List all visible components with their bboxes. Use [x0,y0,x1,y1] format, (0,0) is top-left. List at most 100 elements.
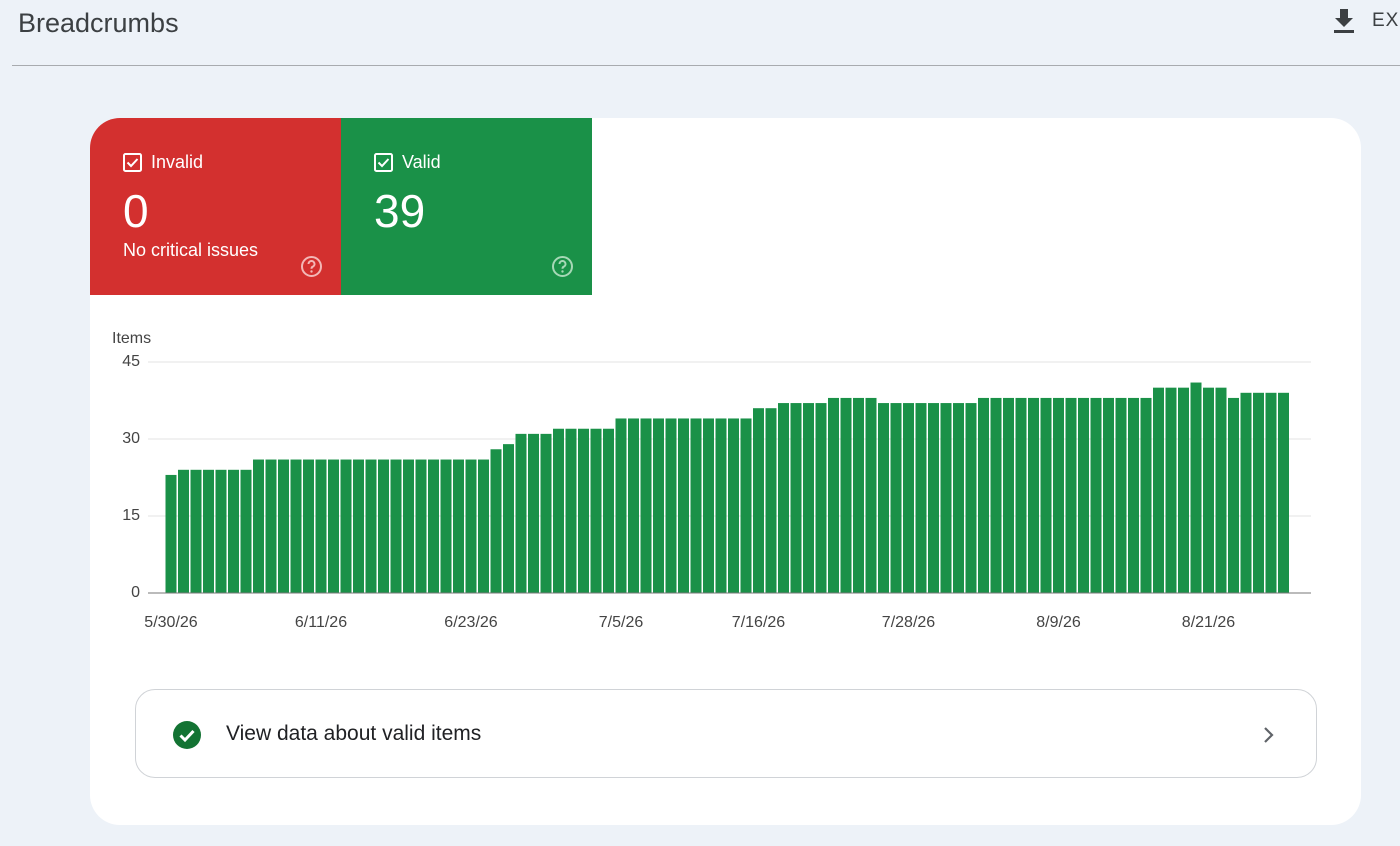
bar [728,418,739,593]
bar [1228,397,1239,593]
help-icon[interactable] [551,255,574,278]
chevron [1264,727,1274,743]
bar [415,459,427,593]
bar [440,459,452,593]
bar [553,428,564,593]
bar [1040,397,1052,593]
page-title: Breadcrumbs [18,8,179,38]
bar [590,428,602,593]
bar [278,459,289,593]
invalid-count: 0 [123,185,149,237]
bar [678,418,689,593]
bar [753,408,764,593]
bar [390,459,402,593]
bar [640,418,652,593]
bar [740,418,752,593]
export-button[interactable]: EXPORT [1332,8,1400,34]
bar [290,459,302,593]
bar [365,459,377,593]
x-tick-label: 6/23/26 [444,614,497,631]
bar [1103,397,1114,593]
bar [253,459,264,593]
bar [1140,397,1152,593]
bar [315,459,327,593]
bar [603,428,614,593]
y-axis-label: Items [112,330,151,347]
bar [615,418,627,593]
bar [1190,382,1202,593]
bar [803,403,814,593]
bar [790,403,802,593]
y-tick-label: 45 [122,353,140,370]
bar [878,403,889,593]
y-tick-label: 30 [122,430,140,447]
bar [190,469,202,593]
x-tick-label: 8/21/26 [1182,614,1235,631]
export-label: EXPORT [1372,10,1400,31]
checkbox [123,153,142,172]
link-label: View data about valid items [226,722,482,745]
x-tick-label: 8/9/26 [1036,614,1081,631]
bar [240,469,252,593]
bar [528,433,539,593]
bar [540,433,552,593]
bar [578,428,589,593]
valid-tile[interactable]: Valid 39 [341,118,592,295]
bar [715,418,727,593]
bar [1053,397,1064,593]
bar [965,403,977,593]
x-tick-label: 5/30/26 [144,614,197,631]
bar [203,469,214,593]
invalid-label: Invalid [151,152,204,172]
bar [628,418,639,593]
bar [378,459,389,593]
invalid-toggle[interactable]: Invalid [123,152,203,173]
bar [165,474,177,593]
bar [1028,397,1039,593]
invalid-note: No critical issues [123,240,259,260]
bar [503,444,514,593]
bar [515,433,527,593]
bar [1065,397,1077,593]
bar [340,459,352,593]
bar [928,403,939,593]
bar [265,459,277,593]
y-tick-label: 0 [131,584,140,601]
bar [1090,397,1102,593]
valid-toggle[interactable]: Valid [374,152,441,173]
bar [978,397,989,593]
valid-items-link[interactable]: View data about valid items [135,689,1317,778]
bar [490,449,502,593]
y-tick-label: 15 [122,507,140,524]
bar [1115,397,1127,593]
bar [1265,392,1277,593]
help-icon[interactable] [300,255,323,278]
bar [178,469,189,593]
bar [1203,387,1214,593]
bar [890,403,902,593]
bar [403,459,414,593]
bar [1178,387,1189,593]
bar [1165,387,1177,593]
bar [665,418,677,593]
bar [778,403,789,593]
bar [1153,387,1164,593]
x-tick-label: 7/28/26 [882,614,935,631]
bar [1278,392,1289,593]
bar [990,397,1002,593]
bar [1078,397,1089,593]
x-tick-label: 7/5/26 [599,614,644,631]
bar [303,459,314,593]
bar [1215,387,1227,593]
bar [478,459,489,593]
x-tick-label: 7/16/26 [732,614,785,631]
bar [953,403,964,593]
bar [228,469,239,593]
divider [12,65,1400,66]
invalid-tile[interactable]: Invalid 0 No critical issues [90,118,341,295]
checkbox [374,153,393,172]
valid-count: 39 [374,185,426,237]
bar [903,403,914,593]
bar [328,459,339,593]
